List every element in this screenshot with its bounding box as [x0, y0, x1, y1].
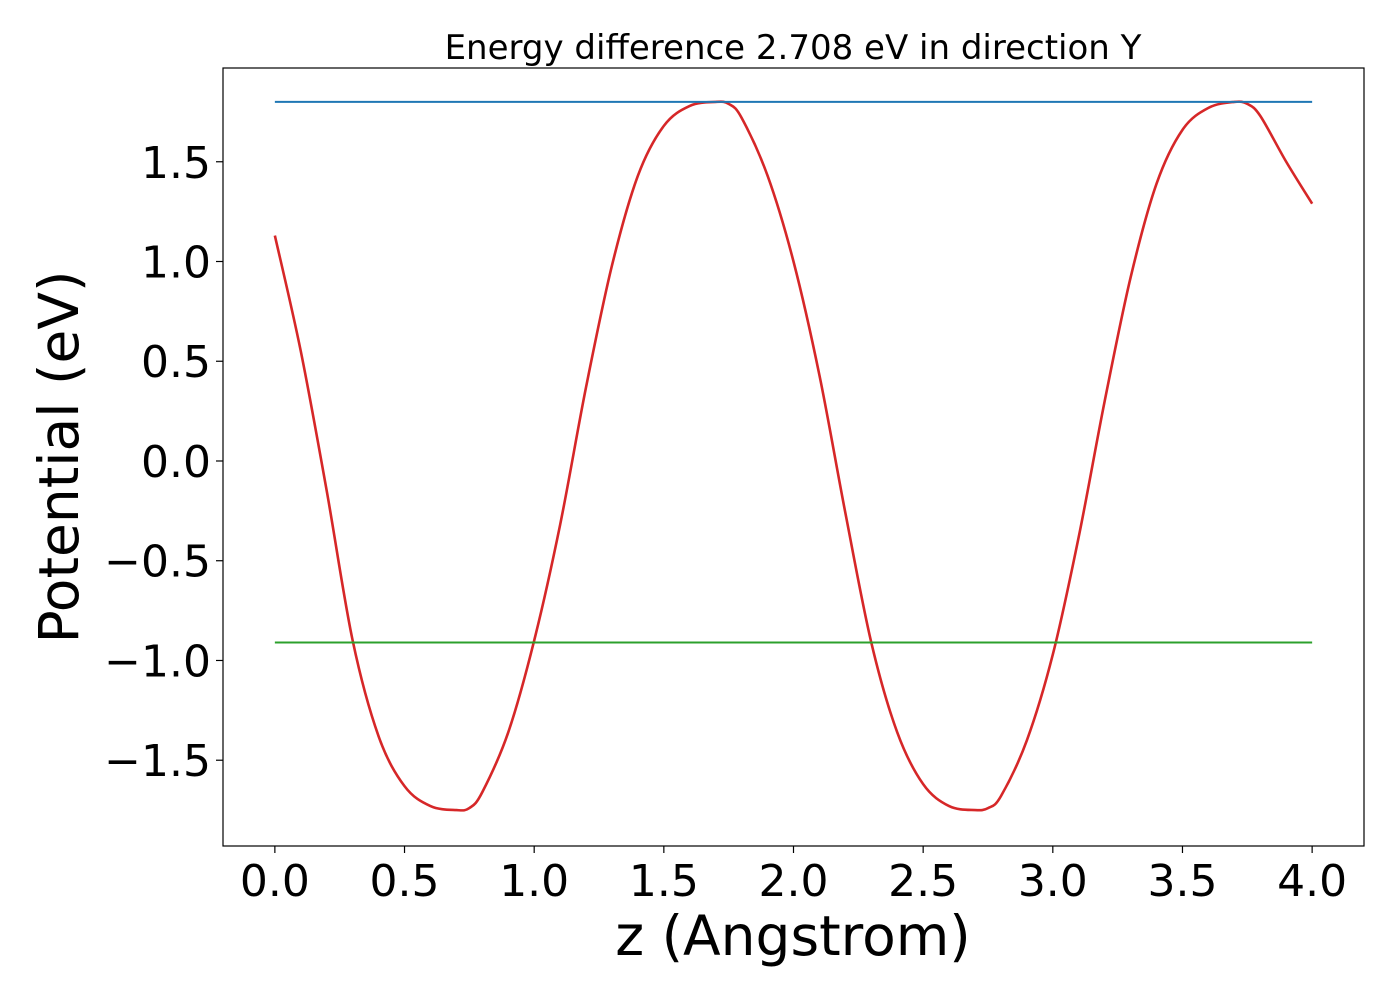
y-tick-label: 0.0 — [141, 437, 211, 488]
x-tick-label: 0.5 — [370, 856, 440, 907]
y-tick-label: −0.5 — [104, 537, 211, 588]
y-tick-label: −1.0 — [104, 636, 211, 687]
y-axis: −1.5 −1.0 −0.5 0.0 0.5 1.0 1.5 — [104, 138, 223, 787]
chart-title: Energy difference 2.708 eV in direction … — [445, 28, 1142, 68]
x-tick-label: 3.0 — [1018, 856, 1088, 907]
y-tick-label: −1.5 — [104, 736, 211, 787]
x-axis-label: z (Angstrom) — [615, 904, 971, 968]
x-tick-label: 4.0 — [1277, 856, 1347, 907]
x-tick-label: 2.0 — [759, 856, 829, 907]
plot-frame — [222, 67, 1365, 847]
y-tick-label: 0.5 — [141, 337, 211, 388]
y-tick-label: 1.5 — [141, 138, 211, 189]
y-axis-label: Potential (eV) — [27, 271, 91, 644]
x-tick-label: 3.5 — [1147, 856, 1217, 907]
series-layer — [273, 100, 1314, 812]
series-line-0 — [273, 100, 1314, 812]
x-tick-label: 0.0 — [240, 856, 310, 907]
x-axis: 0.0 0.5 1.0 1.5 2.0 2.5 3.0 3.5 4.0 — [240, 846, 1347, 907]
x-tick-label: 1.0 — [499, 856, 569, 907]
x-tick-label: 2.5 — [888, 856, 958, 907]
x-tick-label: 1.5 — [629, 856, 699, 907]
y-tick-label: 1.0 — [141, 238, 211, 289]
